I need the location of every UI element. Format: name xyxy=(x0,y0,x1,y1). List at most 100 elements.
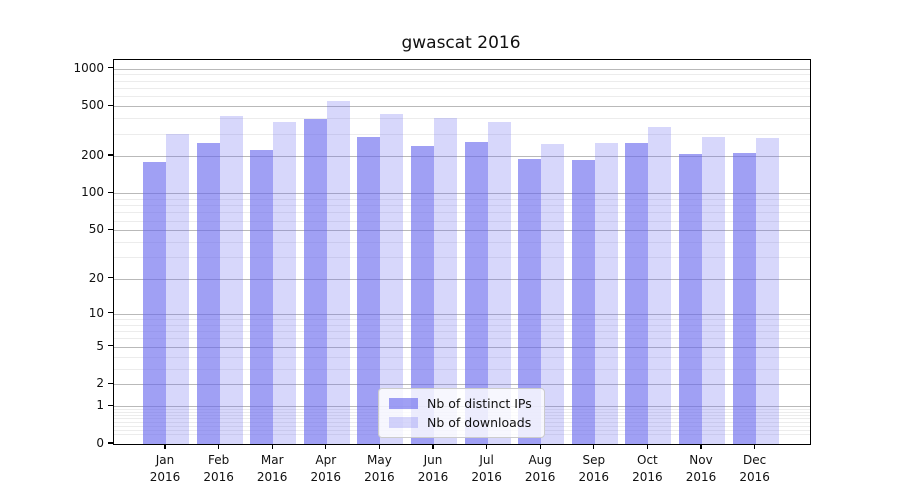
y-tick-label: 500 xyxy=(81,98,104,113)
x-tick-label-jun: Jun 2016 xyxy=(401,452,465,485)
x-tick-month: Feb xyxy=(207,453,230,467)
gridline-major xyxy=(114,193,810,195)
gridline-minor xyxy=(114,212,810,214)
y-tick-mark xyxy=(108,382,113,384)
y-tick-mark xyxy=(108,228,113,231)
plot-canvas xyxy=(114,60,810,444)
y-tick-mark xyxy=(108,345,113,347)
x-tick-month: Aug xyxy=(528,453,552,467)
y-tick-mark xyxy=(108,312,113,314)
x-tick-label-sep: Sep 2016 xyxy=(562,452,626,485)
x-tick-year: 2016 xyxy=(149,469,181,484)
bar-downloads-dec xyxy=(755,138,779,444)
x-tick-year: 2016 xyxy=(471,469,502,484)
bar-downloads-jan xyxy=(166,133,189,444)
gridline-major xyxy=(114,106,810,108)
gridline-minor xyxy=(114,324,810,326)
y-tick-label: 50 xyxy=(88,222,104,237)
legend-label-downloads: Nb of downloads xyxy=(427,415,532,430)
gridline-minor xyxy=(114,80,810,82)
x-tick-year: 2016 xyxy=(524,469,556,484)
bar-downloads-may xyxy=(380,114,404,444)
x-tick-label-may: May 2016 xyxy=(347,452,411,485)
bar-downloads-mar xyxy=(273,121,297,444)
bar-downloads-jun xyxy=(434,117,457,444)
x-tick-mark xyxy=(271,444,273,449)
gridline-minor xyxy=(114,118,810,120)
bar-ips-mar xyxy=(250,149,274,444)
gridline-minor xyxy=(114,368,810,370)
x-tick-label-oct: Oct 2016 xyxy=(615,452,679,485)
gridline-major xyxy=(114,346,810,348)
y-tick-mark xyxy=(108,66,113,69)
x-tick-month: Sep xyxy=(582,453,606,467)
gridline-major xyxy=(114,384,810,386)
bar-ips-feb xyxy=(196,142,220,444)
x-tick-label-aug: Aug 2016 xyxy=(508,452,572,485)
bar-downloads-apr xyxy=(326,100,350,444)
gridline-major xyxy=(114,155,810,157)
x-tick-mark xyxy=(753,444,756,449)
x-tick-label-apr: Apr 2016 xyxy=(294,452,358,485)
bar-ips-dec xyxy=(732,153,756,444)
gridline-major xyxy=(114,313,810,315)
y-tick-label: 1 xyxy=(96,398,104,413)
y-tick-label: 1000 xyxy=(73,60,104,75)
x-tick-mark xyxy=(700,444,702,449)
bar-downloads-aug xyxy=(541,143,565,444)
y-tick-label: 5 xyxy=(96,338,104,353)
legend-item-distinct-ips: Nb of distinct IPs xyxy=(389,395,534,412)
x-tick-label-feb: Feb 2016 xyxy=(187,452,251,485)
bar-ips-jun xyxy=(411,145,434,444)
gridline-major xyxy=(114,230,810,232)
x-tick-year: 2016 xyxy=(685,469,717,484)
y-tick-label: 0 xyxy=(96,436,104,450)
bar-ips-oct xyxy=(625,142,649,444)
gridline-major xyxy=(114,278,810,280)
bar-ips-apr xyxy=(303,118,327,444)
legend-swatch-distinct-ips xyxy=(389,398,418,409)
x-tick-mark xyxy=(432,444,434,449)
legend: Nb of distinct IPs Nb of downloads xyxy=(378,388,545,438)
y-tick-label: 100 xyxy=(81,185,104,200)
y-tick-label: 200 xyxy=(81,147,104,162)
bar-ips-nov xyxy=(679,154,702,444)
y-tick-mark xyxy=(108,191,113,193)
x-tick-month: Jul xyxy=(479,453,494,467)
gridline-minor xyxy=(114,356,810,358)
y-tick-mark xyxy=(108,104,113,106)
y-tick-label: 20 xyxy=(88,270,104,285)
bar-downloads-oct xyxy=(648,126,672,444)
x-tick-month: May xyxy=(366,453,392,467)
x-tick-mark xyxy=(485,444,488,449)
gridline-minor xyxy=(114,257,810,259)
y-tick-label: 2 xyxy=(96,376,104,391)
x-tick-mark xyxy=(325,444,327,449)
legend-swatch-downloads xyxy=(389,417,418,428)
x-tick-year: 2016 xyxy=(632,469,663,484)
bar-downloads-jul xyxy=(487,122,511,444)
gridline-minor xyxy=(114,242,810,244)
y-tick-mark xyxy=(108,404,113,406)
gridline-minor xyxy=(114,74,810,76)
x-tick-mark xyxy=(593,444,595,449)
x-tick-month: Oct xyxy=(637,453,658,467)
plot-area xyxy=(113,59,811,445)
bar-ips-aug xyxy=(518,159,542,444)
x-tick-year: 2016 xyxy=(417,469,449,484)
gridline-minor xyxy=(114,220,810,222)
gridline-minor xyxy=(114,96,810,98)
gridline-minor xyxy=(114,205,810,207)
x-tick-label-dec: Dec 2016 xyxy=(723,452,787,485)
bar-ips-jan xyxy=(143,162,166,444)
x-tick-label-nov: Nov 2016 xyxy=(669,452,733,485)
x-tick-mark xyxy=(378,444,381,449)
gridline-minor xyxy=(114,331,810,333)
x-tick-year: 2016 xyxy=(310,469,342,484)
x-tick-mark xyxy=(164,444,166,449)
bar-downloads-nov xyxy=(702,136,725,444)
x-tick-month: Dec xyxy=(742,453,767,467)
y-tick-mark xyxy=(108,276,113,279)
x-tick-year: 2016 xyxy=(364,469,395,484)
